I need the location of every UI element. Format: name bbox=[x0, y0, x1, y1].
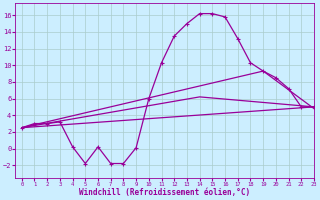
X-axis label: Windchill (Refroidissement éolien,°C): Windchill (Refroidissement éolien,°C) bbox=[79, 188, 250, 197]
